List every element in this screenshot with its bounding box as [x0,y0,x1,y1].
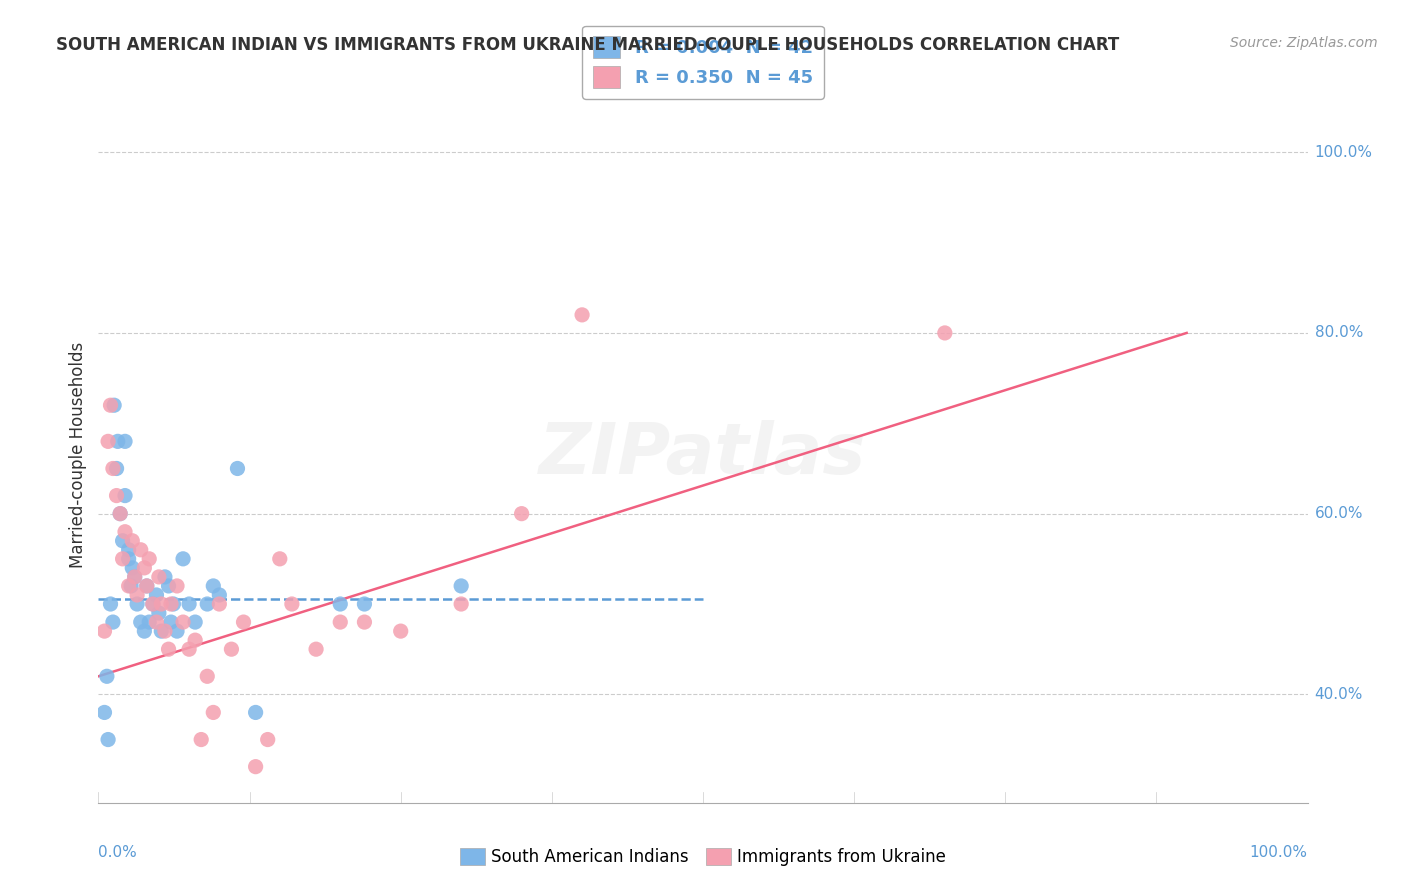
Point [157,579,180,593]
Legend: R = 0.004  N = 42, R = 0.350  N = 45: R = 0.004 N = 42, R = 0.350 N = 45 [582,26,824,98]
Point [138,615,160,629]
Point [101,615,124,629]
Point [221,642,243,657]
Point [934,326,956,340]
Point [305,642,328,657]
Point [93,624,115,639]
Point [208,597,231,611]
Point [121,533,143,548]
Point [127,588,149,602]
Text: SOUTH AMERICAN INDIAN VS IMMIGRANTS FROM UKRAINE MARRIED-COUPLE HOUSEHOLDS CORRE: SOUTH AMERICAN INDIAN VS IMMIGRANTS FROM… [56,36,1119,54]
Point [150,624,173,639]
Point [353,597,375,611]
Point [111,551,134,566]
Point [353,615,375,629]
Point [138,551,160,566]
Point [108,507,131,521]
Text: 80.0%: 80.0% [1315,326,1362,341]
Point [124,570,146,584]
Text: 100.0%: 100.0% [1315,145,1372,160]
Point [256,732,278,747]
Point [510,507,533,521]
Point [118,542,141,557]
Text: 0.0%: 0.0% [98,845,138,860]
Point [114,434,136,449]
Point [177,642,201,657]
Point [162,597,184,611]
Text: 60.0%: 60.0% [1315,506,1362,521]
Point [101,461,124,475]
Point [166,624,188,639]
Y-axis label: Married-couple Households: Married-couple Households [69,342,87,568]
Point [184,615,207,629]
Point [202,706,225,720]
Legend: South American Indians, Immigrants from Ukraine: South American Indians, Immigrants from … [451,840,955,875]
Point [232,615,254,629]
Point [108,507,131,521]
Text: 100.0%: 100.0% [1250,845,1308,860]
Point [114,524,136,539]
Point [135,579,157,593]
Point [105,489,128,503]
Text: ZIPatlas: ZIPatlas [540,420,866,490]
Point [269,551,291,566]
Point [105,461,128,475]
Point [190,732,212,747]
Point [281,597,304,611]
Point [245,759,267,773]
Point [97,434,120,449]
Point [184,633,207,648]
Point [208,588,231,602]
Point [148,570,170,584]
Point [114,489,136,503]
Point [150,597,173,611]
Point [93,706,115,720]
Point [129,615,152,629]
Point [172,551,194,566]
Point [226,461,249,475]
Point [100,597,122,611]
Point [329,597,352,611]
Point [103,398,125,412]
Point [142,597,165,611]
Point [134,624,156,639]
Point [160,597,183,611]
Point [329,615,352,629]
Point [195,597,218,611]
Point [172,615,194,629]
Point [153,570,176,584]
Point [157,642,180,657]
Point [118,579,141,593]
Point [148,606,170,620]
Point [97,732,120,747]
Point [571,308,593,322]
Point [142,597,165,611]
Point [111,533,134,548]
Point [450,597,472,611]
Point [177,597,201,611]
Point [134,561,156,575]
Point [96,669,118,683]
Point [145,588,167,602]
Point [450,579,472,593]
Point [120,579,142,593]
Point [153,624,176,639]
Point [389,624,412,639]
Point [129,542,152,557]
Point [121,561,143,575]
Point [145,615,167,629]
Point [202,579,225,593]
Point [100,398,122,412]
Point [124,570,146,584]
Point [245,706,267,720]
Text: 40.0%: 40.0% [1315,687,1362,702]
Point [107,434,129,449]
Point [118,551,141,566]
Point [195,669,218,683]
Point [166,579,188,593]
Point [160,615,183,629]
Point [127,597,149,611]
Text: Source: ZipAtlas.com: Source: ZipAtlas.com [1230,36,1378,50]
Point [135,579,157,593]
